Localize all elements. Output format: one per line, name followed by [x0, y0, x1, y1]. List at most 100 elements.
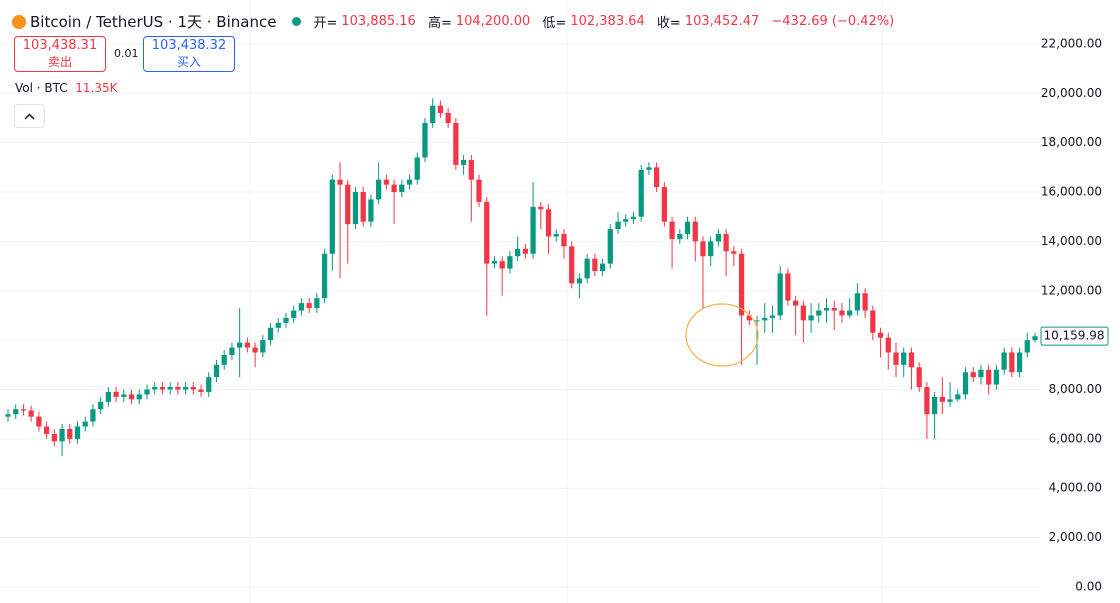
- candle-body: [831, 308, 837, 311]
- high-value: 104,200.00: [455, 14, 531, 29]
- y-tick-label: 6,000.00: [1049, 431, 1102, 445]
- candle-body: [986, 369, 992, 385]
- candle-body: [700, 241, 706, 257]
- close-label: 收=: [656, 16, 681, 31]
- sell-price: 103,438.31: [22, 38, 98, 53]
- candle-body: [260, 340, 266, 353]
- sell-label: 卖出: [47, 55, 72, 69]
- candle-body: [206, 377, 212, 392]
- candle-body: [182, 387, 189, 390]
- candle-body: [368, 199, 374, 222]
- candle-body: [306, 303, 312, 309]
- volume-row: Vol · BTC 11.35K: [15, 81, 118, 95]
- highlight-ellipse: [685, 303, 759, 367]
- candle-body: [916, 367, 922, 388]
- candle-body: [561, 233, 567, 247]
- candle-body: [901, 352, 907, 365]
- candle-body: [553, 233, 559, 237]
- candle-body: [283, 317, 289, 323]
- candle-body: [499, 261, 505, 269]
- candle-body: [623, 219, 629, 222]
- volume-label: Vol · BTC: [15, 81, 68, 95]
- candle-body: [661, 187, 667, 222]
- change: −432.69 (−0.42%): [771, 14, 895, 29]
- candle-body: [128, 394, 135, 400]
- candle-body: [298, 303, 305, 311]
- candle-body: [924, 387, 930, 415]
- candle-body: [785, 273, 791, 301]
- sell-button[interactable]: 103,438.31 卖出: [14, 36, 106, 72]
- candle-body: [121, 394, 127, 397]
- candle-body: [484, 201, 490, 264]
- candle-body: [453, 122, 459, 165]
- candle-body: [291, 310, 297, 318]
- low-label: 低=: [542, 16, 567, 31]
- vertical-grid: [249, 0, 883, 603]
- candle-body: [321, 253, 328, 299]
- candle-body: [823, 308, 830, 311]
- candle-body: [931, 396, 938, 415]
- candle-body: [677, 233, 683, 239]
- candle-body: [67, 428, 73, 439]
- candle-body: [646, 167, 652, 170]
- candle-body: [460, 159, 467, 165]
- candle-body: [252, 347, 258, 353]
- candle-body: [376, 179, 382, 200]
- y-tick-label: 14,000.00: [1041, 234, 1102, 248]
- candle-body: [538, 206, 544, 210]
- candle-body: [275, 322, 281, 328]
- last-price-box: [1040, 326, 1109, 346]
- y-tick-label: 8,000.00: [1049, 382, 1102, 396]
- candle-body: [816, 310, 822, 316]
- candle-body: [908, 352, 915, 368]
- candle-body: [345, 184, 351, 225]
- candle-body: [267, 327, 274, 341]
- candle-body: [422, 122, 428, 158]
- buy-button[interactable]: 103,438.32 买入: [143, 36, 235, 72]
- candle-body: [654, 167, 660, 188]
- candle-body: [360, 192, 366, 222]
- candle-body: [167, 387, 173, 390]
- high-label: 高=: [427, 16, 452, 31]
- candle-body: [437, 105, 444, 114]
- candle-body: [893, 352, 899, 365]
- candle-body: [746, 315, 752, 321]
- collapse-button[interactable]: [14, 104, 45, 128]
- symbol-row: Bitcoin / TetherUS · 1天 · Binance 开= 103,…: [12, 11, 894, 32]
- candle-body: [723, 233, 729, 252]
- candle-body: [754, 320, 760, 322]
- candle-body: [190, 387, 196, 390]
- candle-body: [792, 300, 799, 306]
- candle-body: [530, 206, 536, 254]
- candle-body: [738, 253, 745, 316]
- candle-body: [885, 337, 891, 353]
- candle-body: [939, 396, 945, 402]
- candle-body: [515, 248, 521, 257]
- candle-body: [229, 347, 235, 355]
- y-tick-label: 22,000.00: [1041, 36, 1102, 50]
- close-value: 103,452.47: [684, 14, 760, 29]
- candle-body: [82, 421, 88, 427]
- candle-body: [545, 209, 552, 237]
- open-label: 开=: [313, 16, 338, 31]
- candle-body: [854, 293, 861, 311]
- candle-body: [105, 391, 112, 402]
- candle-body: [237, 342, 243, 348]
- candle-body: [337, 179, 343, 185]
- candle-body: [599, 263, 606, 272]
- volume-value: 11.35K: [75, 81, 118, 95]
- candle-body: [159, 387, 166, 390]
- candle-body: [13, 409, 19, 415]
- candle-body: [144, 389, 150, 395]
- candle-body: [98, 401, 104, 410]
- candle-body: [630, 216, 637, 220]
- candle-body: [5, 414, 11, 417]
- candle-body: [777, 273, 783, 316]
- candle-body: [152, 387, 158, 390]
- candle-body: [569, 246, 575, 284]
- last-price-label: 10,159.98: [1043, 329, 1104, 343]
- buy-label: 买入: [176, 55, 201, 69]
- candle-body: [20, 409, 27, 411]
- candle-body: [592, 258, 598, 272]
- candle-body: [1024, 340, 1030, 353]
